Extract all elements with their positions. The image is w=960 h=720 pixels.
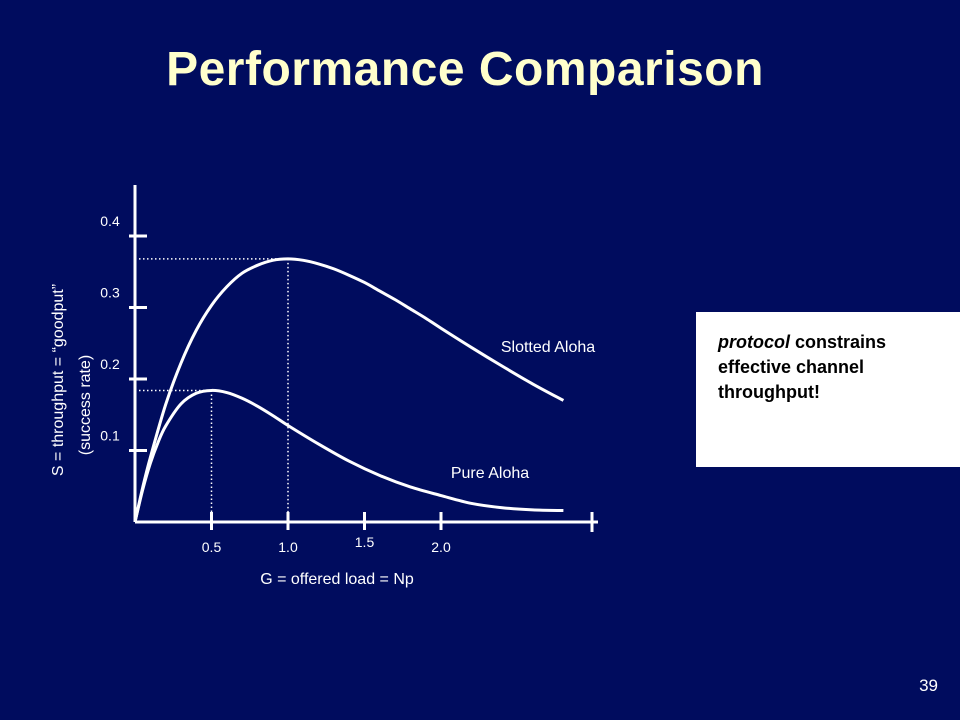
y-tick-label: 0.3 — [100, 285, 120, 301]
note-emphasis: protocol — [718, 332, 790, 352]
note-text: constrains effective channel throughput! — [718, 332, 887, 402]
x-tick-label: 1.5 — [355, 534, 375, 550]
chart-axes: 0.1 0.2 0.3 0.4 0.5 1.0 1.5 2.0 — [100, 185, 598, 555]
slide-number: 39 — [919, 676, 938, 695]
x-tick-label: 1.0 — [278, 539, 298, 555]
reference-lines — [135, 258, 289, 522]
pure-aloha-curve — [133, 388, 564, 523]
slotted-aloha-curve — [133, 257, 565, 523]
y-tick-label: 0.4 — [100, 213, 120, 229]
pure-aloha-label: Pure Aloha — [451, 465, 529, 482]
y-axis-label-line1: S = throughput = “goodput” — [50, 284, 67, 476]
slotted-aloha-label: Slotted Aloha — [501, 339, 595, 356]
y-axis-label-line2: (success rate) — [77, 355, 94, 455]
slide-title: Performance Comparison — [166, 43, 764, 96]
note-box: protocol constrains effective channel th… — [696, 312, 960, 467]
chart-series — [133, 257, 565, 523]
x-tick-label: 2.0 — [431, 539, 451, 555]
x-axis-label: G = offered load = Np — [260, 571, 414, 588]
y-tick-label: 0.2 — [100, 356, 120, 372]
x-tick-label: 0.5 — [202, 539, 222, 555]
y-tick-label: 0.1 — [100, 428, 120, 444]
chart-labels: Slotted Aloha Pure Aloha G = offered load … — [50, 284, 595, 588]
